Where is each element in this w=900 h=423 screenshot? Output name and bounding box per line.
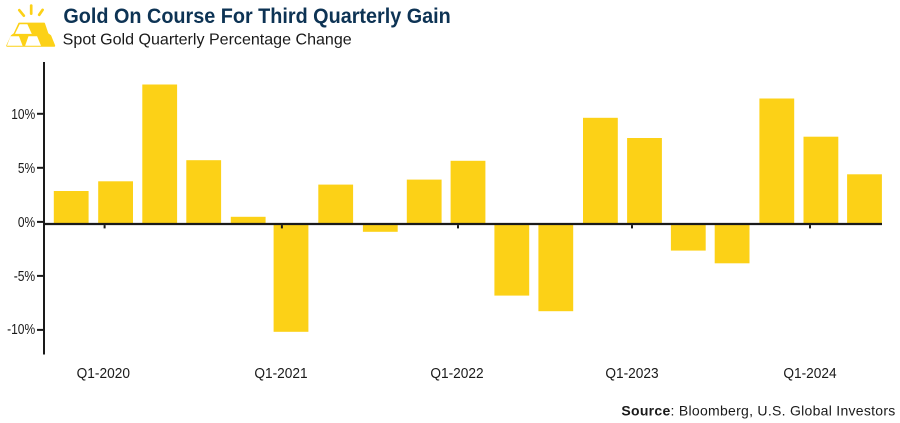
svg-text:Q1-2023: Q1-2023 (605, 366, 658, 382)
svg-text:5%: 5% (18, 161, 35, 177)
svg-text:Q1-2024: Q1-2024 (783, 366, 836, 382)
svg-text:Q1-2022: Q1-2022 (430, 366, 483, 382)
svg-text:10%: 10% (11, 107, 35, 123)
svg-text:-10%: -10% (7, 322, 35, 338)
svg-text:Gold On Course For Third Quart: Gold On Course For Third Quarterly Gain (63, 5, 450, 28)
svg-text:-5%: -5% (14, 269, 36, 285)
svg-text:Source: Bloomberg, U.S. Global: Source: Bloomberg, U.S. Global Investors (621, 403, 895, 419)
svg-text:0%: 0% (18, 215, 35, 231)
svg-text:Q1-2021: Q1-2021 (254, 366, 307, 382)
svg-text:Spot Gold Quarterly Percentage: Spot Gold Quarterly Percentage Change (63, 31, 352, 48)
svg-text:Q1-2020: Q1-2020 (77, 366, 130, 382)
